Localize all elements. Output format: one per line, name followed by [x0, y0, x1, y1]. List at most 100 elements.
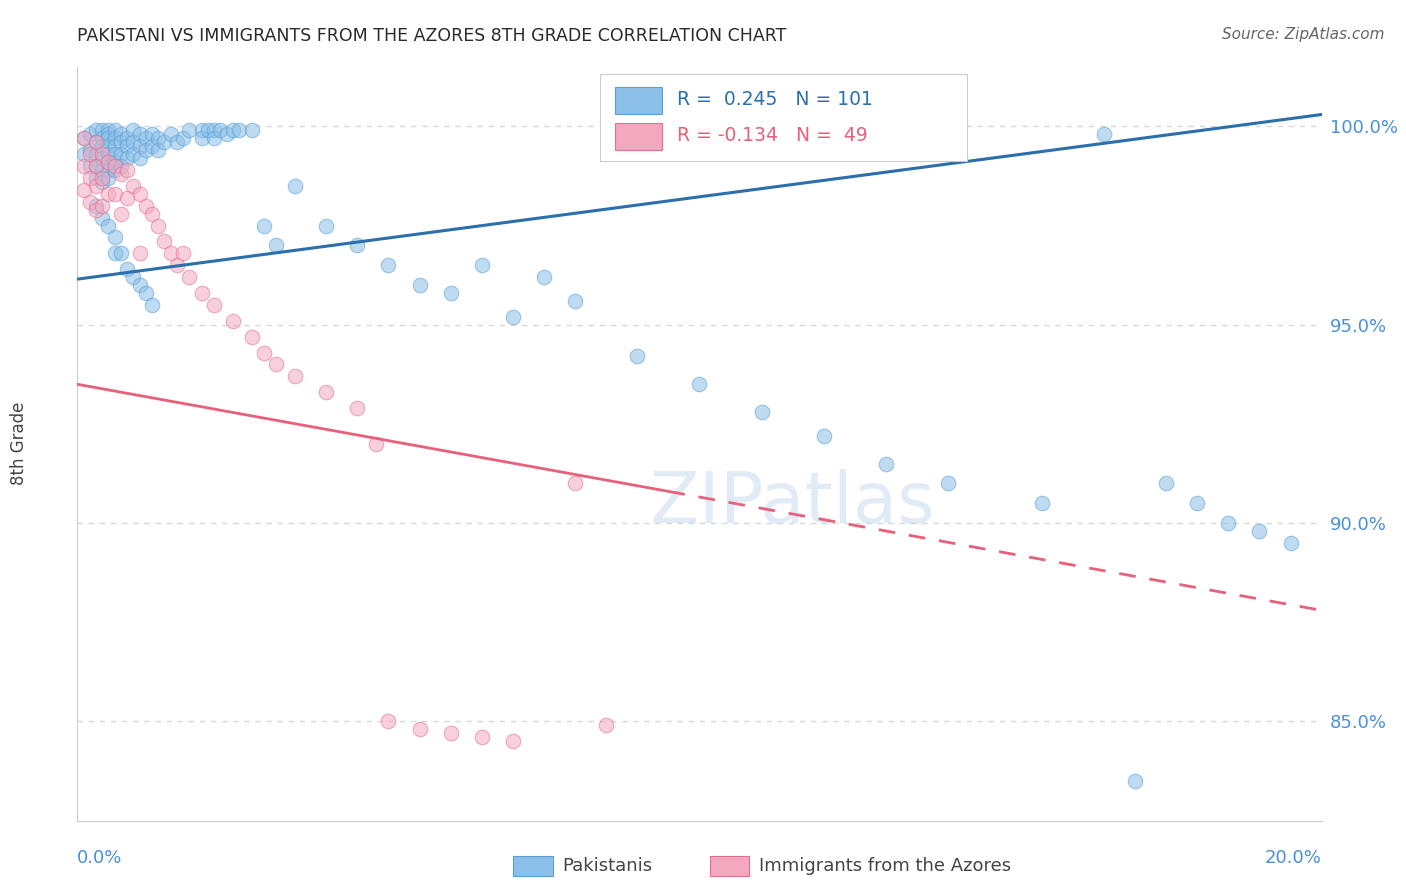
Point	[1187, 496, 1209, 510]
Point	[104, 131, 127, 145]
Point	[179, 270, 201, 285]
Point	[938, 476, 960, 491]
Point	[209, 123, 232, 137]
Point	[364, 436, 387, 450]
Text: Source: ZipAtlas.com: Source: ZipAtlas.com	[1222, 27, 1385, 42]
Point	[84, 135, 107, 149]
Point	[1123, 774, 1146, 789]
Point	[626, 350, 648, 364]
Point	[79, 143, 101, 157]
Point	[228, 123, 250, 137]
Point	[751, 405, 773, 419]
Point	[266, 358, 288, 372]
Point	[97, 171, 120, 186]
Point	[115, 163, 138, 178]
Point	[191, 123, 214, 137]
Point	[346, 238, 368, 252]
Point	[202, 131, 225, 145]
Point	[166, 135, 188, 149]
Point	[84, 178, 107, 193]
Point	[115, 191, 138, 205]
Text: Immigrants from the Azores: Immigrants from the Azores	[759, 857, 1011, 875]
Point	[135, 285, 157, 300]
Point	[153, 135, 176, 149]
Point	[564, 293, 586, 308]
Point	[91, 147, 114, 161]
Point	[440, 285, 463, 300]
Point	[502, 734, 524, 748]
Point	[166, 258, 188, 272]
Point	[91, 123, 114, 137]
Point	[1218, 516, 1240, 530]
Point	[84, 199, 107, 213]
Point	[91, 199, 114, 213]
Point	[141, 128, 163, 142]
Point	[1249, 524, 1271, 538]
Point	[471, 258, 494, 272]
Point	[110, 246, 132, 260]
Point	[79, 171, 101, 186]
Point	[148, 131, 170, 145]
Point	[122, 135, 145, 149]
Point	[135, 131, 157, 145]
Point	[97, 219, 120, 233]
Point	[97, 147, 120, 161]
Point	[97, 123, 120, 137]
Point	[97, 186, 120, 201]
Point	[179, 123, 201, 137]
Point	[141, 139, 163, 153]
Point	[79, 159, 101, 173]
Point	[148, 143, 170, 157]
Point	[84, 202, 107, 217]
Point	[1031, 496, 1053, 510]
Point	[84, 171, 107, 186]
Point	[377, 714, 399, 729]
Point	[813, 429, 835, 443]
Point	[110, 207, 132, 221]
Point	[440, 726, 463, 740]
Point	[110, 167, 132, 181]
Point	[1092, 128, 1115, 142]
Point	[104, 186, 127, 201]
Point	[84, 123, 107, 137]
Point	[72, 147, 94, 161]
Point	[502, 310, 524, 324]
Point	[191, 285, 214, 300]
Point	[128, 151, 150, 165]
Point	[97, 163, 120, 178]
Point	[172, 246, 194, 260]
Text: 0.0%: 0.0%	[77, 849, 122, 867]
Bar	[614, 87, 662, 113]
Point	[97, 155, 120, 169]
Point	[315, 385, 337, 400]
Point	[122, 147, 145, 161]
Point	[875, 457, 897, 471]
Point	[191, 131, 214, 145]
Point	[240, 329, 263, 343]
Point	[1279, 536, 1302, 550]
Point	[104, 230, 127, 244]
Point	[128, 186, 150, 201]
Point	[377, 258, 399, 272]
Point	[115, 262, 138, 277]
Point	[104, 155, 127, 169]
Point	[97, 128, 120, 142]
Point	[253, 345, 276, 359]
Bar	[614, 123, 662, 150]
Text: ZIPatlas: ZIPatlas	[650, 469, 935, 538]
Point	[159, 128, 181, 142]
Text: R = -0.134   N =  49: R = -0.134 N = 49	[678, 126, 868, 145]
Point	[159, 246, 181, 260]
Text: 20.0%: 20.0%	[1265, 849, 1322, 867]
Point	[141, 298, 163, 312]
Point	[222, 123, 245, 137]
Point	[240, 123, 263, 137]
Point	[533, 270, 555, 285]
Point	[97, 139, 120, 153]
Point	[79, 147, 101, 161]
Point	[197, 123, 219, 137]
Point	[689, 377, 711, 392]
Point	[128, 128, 150, 142]
Point	[128, 246, 150, 260]
Point	[141, 207, 163, 221]
